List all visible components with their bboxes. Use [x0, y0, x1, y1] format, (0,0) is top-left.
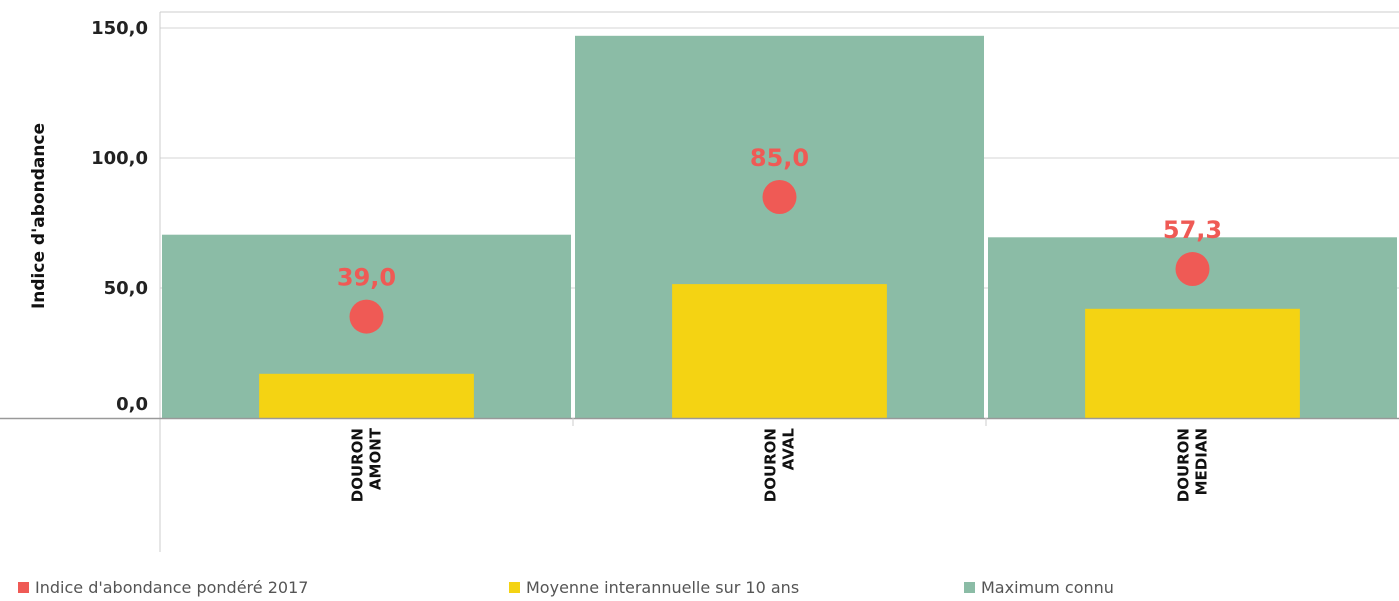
- y-tick-label-2: 100,0: [91, 148, 148, 169]
- category-label-2: DOURON MEDIAN: [1175, 428, 1211, 502]
- y-axis-title: Indice d'abondance: [29, 123, 49, 309]
- y-tick-label-3: 150,0: [91, 18, 148, 39]
- category-label-0: DOURON AMONT: [349, 427, 385, 502]
- legend-label-average: Moyenne interannuelle sur 10 ans: [526, 578, 800, 597]
- index-points: 39,0 85,0 57,3: [337, 144, 1222, 334]
- legend-label-index: Indice d'abondance pondéré 2017: [35, 578, 309, 597]
- category-label-1-line-1: AVAL: [780, 428, 798, 471]
- legend-item-average[interactable]: Moyenne interannuelle sur 10 ans: [509, 578, 799, 597]
- average-bar-2[interactable]: [1085, 308, 1300, 418]
- x-category-labels: DOURON AMONT DOURON AVAL DOURON MEDIAN: [349, 427, 1211, 502]
- data-label-0: 39,0: [337, 264, 396, 292]
- legend-item-index[interactable]: Indice d'abondance pondéré 2017: [18, 578, 308, 597]
- y-tick-label-0: 0,0: [116, 394, 148, 415]
- category-label-0-line-1: AMONT: [367, 427, 385, 490]
- data-label-1: 85,0: [750, 144, 809, 172]
- average-bar-1[interactable]: [672, 284, 887, 418]
- legend-swatch-maximum: [964, 582, 975, 593]
- legend-swatch-index: [18, 582, 29, 593]
- category-label-1-line-0: DOURON: [762, 428, 780, 502]
- index-point-0[interactable]: [349, 299, 384, 334]
- category-label-2-line-0: DOURON: [1175, 428, 1193, 502]
- legend-label-maximum: Maximum connu: [981, 578, 1114, 597]
- data-label-2: 57,3: [1163, 216, 1222, 244]
- y-tick-labels: 0,0 50,0 100,0 150,0: [91, 18, 148, 415]
- axes: [0, 11, 1399, 552]
- category-label-0-line-0: DOURON: [349, 428, 367, 502]
- average-bar-0[interactable]: [259, 373, 474, 418]
- y-tick-label-1: 50,0: [104, 278, 148, 299]
- index-point-1[interactable]: [762, 180, 797, 214]
- legend-swatch-average: [509, 582, 520, 593]
- category-label-2-line-1: MEDIAN: [1193, 428, 1211, 495]
- legend: Indice d'abondance pondéré 2017 Moyenne …: [0, 578, 1399, 600]
- index-point-2[interactable]: [1175, 252, 1210, 287]
- average-bars: [259, 284, 1300, 418]
- category-label-1: DOURON AVAL: [762, 428, 798, 503]
- legend-item-maximum[interactable]: Maximum connu: [964, 578, 1114, 597]
